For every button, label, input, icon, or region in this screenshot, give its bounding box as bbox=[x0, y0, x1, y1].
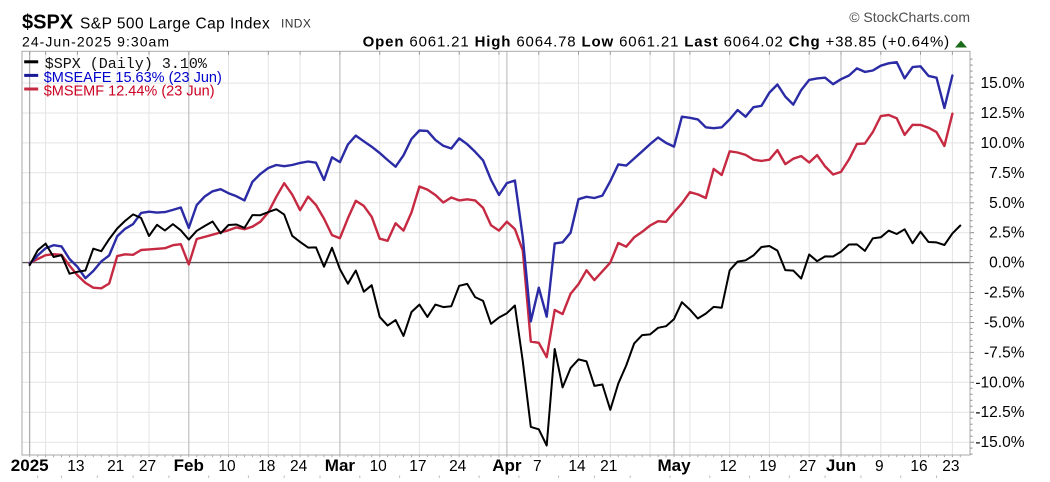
svg-text:Apr: Apr bbox=[492, 456, 522, 475]
svg-text:Jun: Jun bbox=[826, 456, 856, 475]
svg-text:INDX: INDX bbox=[281, 17, 311, 31]
svg-text:© StockCharts.com: © StockCharts.com bbox=[849, 9, 970, 25]
svg-text:-2.5%: -2.5% bbox=[984, 285, 1025, 302]
svg-text:5.0%: 5.0% bbox=[989, 195, 1025, 212]
svg-text:27: 27 bbox=[799, 458, 816, 475]
svg-text:10.0%: 10.0% bbox=[981, 135, 1025, 152]
svg-text:May: May bbox=[657, 456, 691, 475]
svg-text:10: 10 bbox=[370, 458, 388, 475]
svg-text:24-Jun-2025 9:30am: 24-Jun-2025 9:30am bbox=[22, 34, 170, 50]
svg-text:15.0%: 15.0% bbox=[981, 75, 1025, 92]
svg-text:9: 9 bbox=[875, 458, 884, 475]
svg-text:7.5%: 7.5% bbox=[989, 165, 1025, 182]
svg-text:-10.0%: -10.0% bbox=[975, 374, 1024, 391]
svg-text:14: 14 bbox=[568, 458, 586, 475]
svg-text:27: 27 bbox=[139, 458, 156, 475]
svg-text:23: 23 bbox=[942, 458, 959, 475]
svg-text:$SPX (Daily) 3.10%: $SPX (Daily) 3.10% bbox=[45, 56, 208, 73]
svg-text:-15.0%: -15.0% bbox=[975, 434, 1024, 451]
svg-text:$SPX: $SPX bbox=[22, 12, 74, 34]
svg-text:Open 6061.21 High 6064.78 Low: Open 6061.21 High 6064.78 Low 6061.21 La… bbox=[363, 34, 950, 51]
svg-text:2.5%: 2.5% bbox=[989, 225, 1025, 242]
svg-text:24: 24 bbox=[449, 458, 467, 475]
svg-text:10: 10 bbox=[218, 458, 236, 475]
svg-text:24: 24 bbox=[290, 458, 308, 475]
svg-text:2025: 2025 bbox=[11, 456, 49, 475]
svg-text:Mar: Mar bbox=[325, 456, 356, 475]
svg-text:13: 13 bbox=[67, 458, 84, 475]
svg-text:21: 21 bbox=[600, 458, 617, 475]
svg-text:$MSEAFE 15.63% (23 Jun): $MSEAFE 15.63% (23 Jun) bbox=[44, 70, 222, 86]
svg-text:19: 19 bbox=[759, 458, 776, 475]
svg-text:16: 16 bbox=[910, 458, 927, 475]
svg-text:17: 17 bbox=[409, 458, 426, 475]
svg-text:21: 21 bbox=[107, 458, 124, 475]
svg-text:0.0%: 0.0% bbox=[989, 255, 1025, 272]
svg-text:-12.5%: -12.5% bbox=[975, 404, 1024, 421]
svg-text:$MSEMF 12.44% (23 Jun): $MSEMF 12.44% (23 Jun) bbox=[44, 83, 215, 99]
svg-text:-7.5%: -7.5% bbox=[984, 344, 1025, 361]
svg-text:12.5%: 12.5% bbox=[981, 105, 1025, 122]
svg-text:-5.0%: -5.0% bbox=[984, 315, 1025, 332]
svg-text:18: 18 bbox=[258, 458, 275, 475]
svg-text:S&P 500 Large Cap Index: S&P 500 Large Cap Index bbox=[80, 16, 270, 33]
svg-text:Feb: Feb bbox=[174, 456, 204, 475]
svg-text:7: 7 bbox=[533, 458, 542, 475]
svg-text:12: 12 bbox=[720, 458, 737, 475]
